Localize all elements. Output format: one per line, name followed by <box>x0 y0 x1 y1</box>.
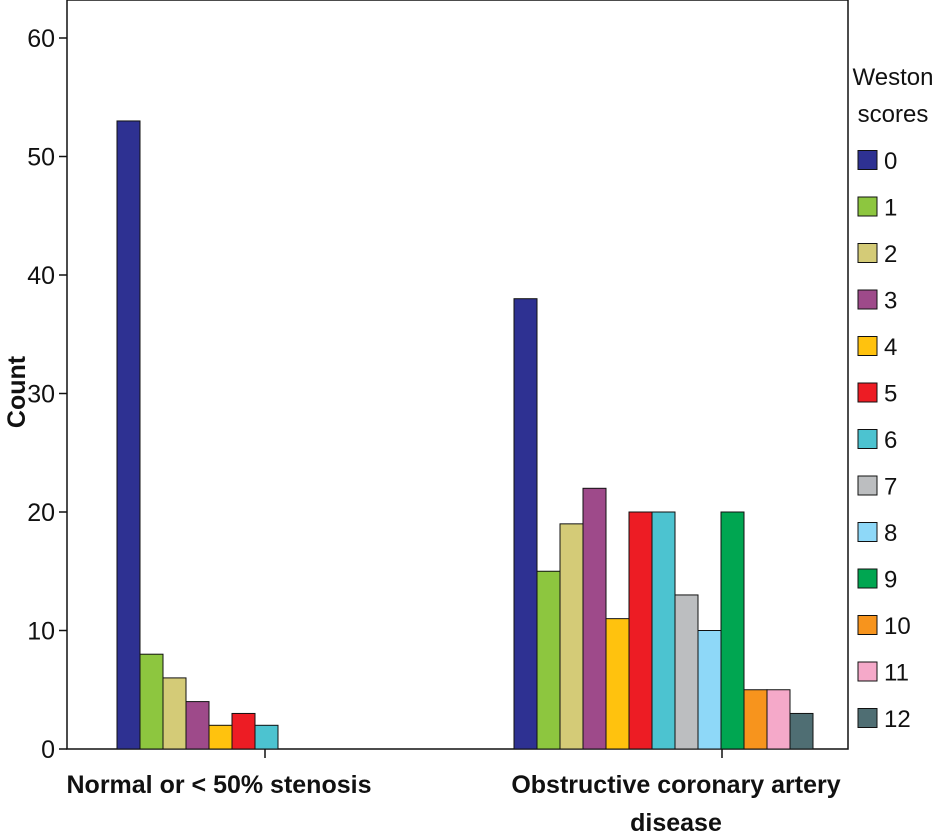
legend-swatch-9 <box>857 568 878 589</box>
bar-series-9-category-1 <box>720 511 745 750</box>
bar-series-5-category-0 <box>231 712 256 750</box>
bars <box>116 120 814 750</box>
plot-frame <box>66 0 849 750</box>
legend-label-0: 0 <box>884 148 897 175</box>
bar-series-1-category-0 <box>139 653 164 750</box>
legend-label-10: 10 <box>884 613 911 640</box>
legend-label-8: 8 <box>884 520 897 547</box>
bar-series-2-category-1 <box>559 523 584 750</box>
x-category-label: disease <box>630 809 722 831</box>
y-tick-label: 30 <box>27 381 55 409</box>
legend-label-3: 3 <box>884 288 897 315</box>
legend-label-5: 5 <box>884 381 897 408</box>
bar-series-8-category-1 <box>697 630 722 750</box>
legend-label-1: 1 <box>884 195 897 222</box>
y-tick-label: 40 <box>27 262 55 290</box>
x-category-label: Normal or < 50% stenosis <box>67 771 372 799</box>
bar-series-7-category-1 <box>674 594 699 750</box>
bar-series-4-category-1 <box>605 618 630 750</box>
y-tick-label: 60 <box>27 25 55 53</box>
legend-title: Weston <box>853 64 934 91</box>
legend-swatch-1 <box>857 196 878 217</box>
y-tick-label: 0 <box>41 736 55 764</box>
bar-series-2-category-0 <box>162 677 187 750</box>
legend-title: scores <box>858 101 929 128</box>
legend-swatch-12 <box>857 708 878 728</box>
bar-series-12-category-1 <box>789 712 814 750</box>
y-axis-title: Count <box>3 355 31 428</box>
x-axis: Normal or < 50% stenosis Obstructive coro… <box>67 749 841 831</box>
legend-swatch-10 <box>857 615 878 635</box>
legend-label-12: 12 <box>884 706 911 733</box>
legend-swatch-8 <box>857 522 878 542</box>
bar-series-10-category-1 <box>743 689 768 750</box>
legend-label-4: 4 <box>884 334 897 361</box>
legend-swatch-11 <box>857 661 878 682</box>
legend-label-6: 6 <box>884 427 897 454</box>
y-axis: 0 10 20 30 40 50 60 <box>27 25 67 764</box>
bar-series-3-category-0 <box>185 701 210 750</box>
bar-series-1-category-1 <box>536 570 561 750</box>
legend-swatch-7 <box>857 475 878 496</box>
y-tick-label: 50 <box>27 144 55 172</box>
bar-series-5-category-1 <box>628 511 653 750</box>
y-tick-label: 20 <box>27 499 55 527</box>
bar-series-6-category-0 <box>254 724 279 750</box>
legend-swatch-0 <box>857 150 878 170</box>
bar-series-0-category-0 <box>116 120 141 750</box>
legend-swatch-4 <box>857 336 878 356</box>
bar-series-11-category-1 <box>766 689 791 750</box>
legend-label-11: 11 <box>884 660 909 687</box>
legend-label-2: 2 <box>884 241 897 268</box>
legend-label-9: 9 <box>884 567 897 594</box>
x-category-label: Obstructive coronary artery <box>511 771 840 799</box>
legend-swatch-2 <box>857 243 878 263</box>
bar-series-3-category-1 <box>582 487 607 750</box>
bar-series-0-category-1 <box>513 298 538 750</box>
y-tick-label: 10 <box>27 618 55 646</box>
legend-swatch-6 <box>857 429 878 449</box>
legend-label-7: 7 <box>884 474 897 501</box>
legend-swatch-3 <box>857 289 878 310</box>
legend-swatch-5 <box>857 382 878 403</box>
bar-series-6-category-1 <box>651 511 676 750</box>
bar-series-4-category-0 <box>208 724 233 750</box>
